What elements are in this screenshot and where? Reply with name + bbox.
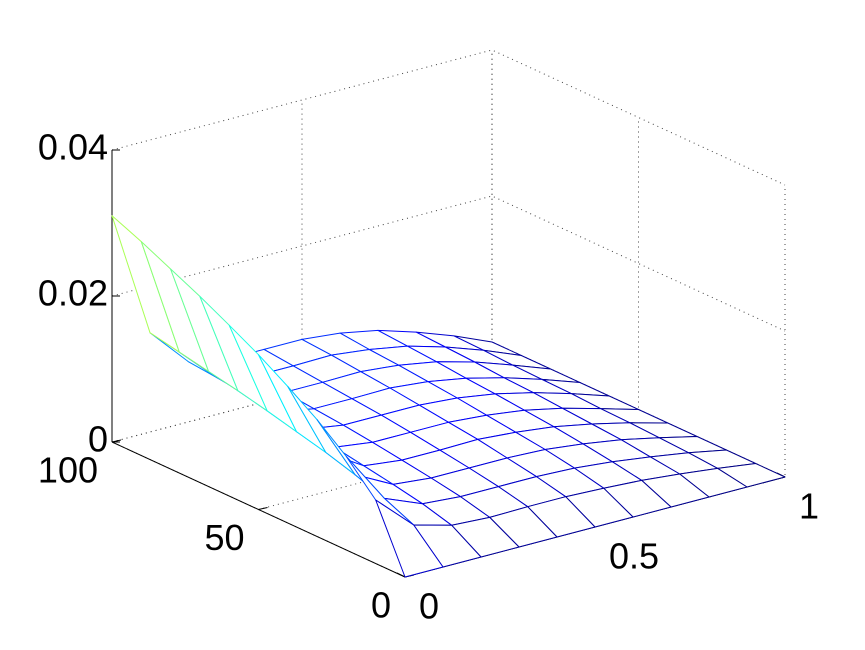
y-tick-label: 0 [371, 585, 391, 626]
y-tick-label: 50 [204, 517, 244, 558]
y-tick [111, 439, 122, 443]
z-tick-label: 0.02 [38, 273, 108, 314]
grid-line [111, 49, 786, 186]
y-tick-label: 100 [38, 450, 98, 491]
x-tick [396, 572, 406, 578]
z-tick-label: 0 [88, 419, 108, 460]
x-tick-label: 0 [419, 586, 439, 627]
grid-line [111, 50, 493, 443]
x-tick-label: 0.5 [609, 536, 659, 577]
z-tick-label: 0.04 [38, 127, 108, 168]
x-tick-label: 1 [799, 486, 819, 527]
mesh-cell [375, 499, 444, 578]
grid-line [111, 195, 786, 332]
y-tick [258, 507, 268, 510]
